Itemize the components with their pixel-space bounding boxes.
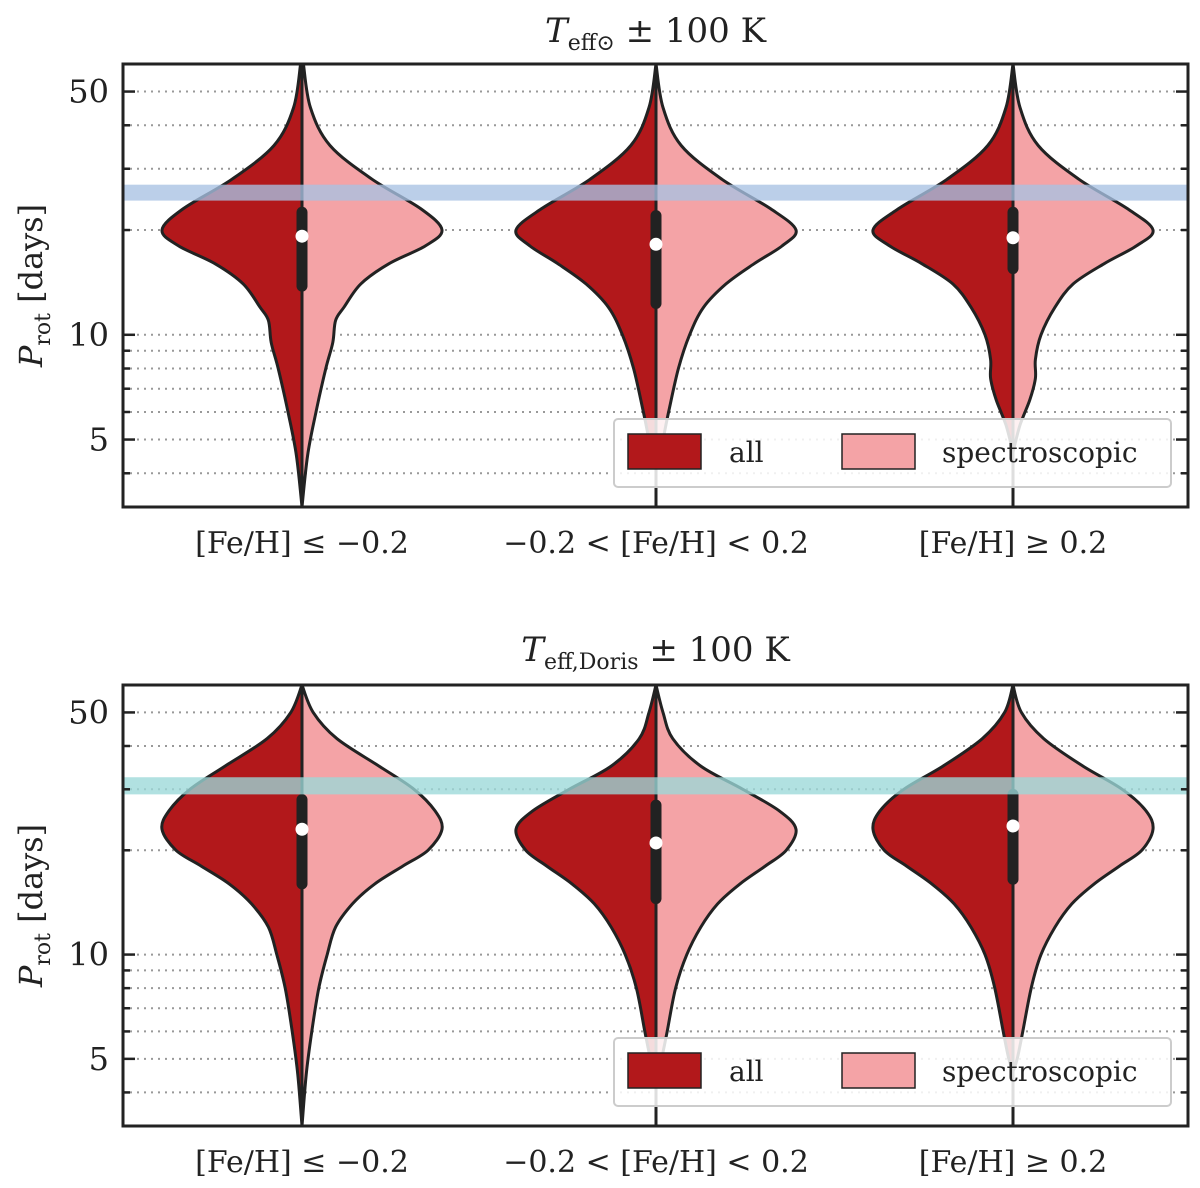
median-point-2: [649, 237, 663, 251]
violin-all-1: [160, 685, 304, 1126]
legend-swatch-all: [627, 433, 702, 470]
legend: all spectroscopic: [613, 418, 1172, 488]
x-axis: [Fe/H] ≤ −0.2 −0.2 < [Fe/H] < 0.2 [Fe/H] ≥…: [195, 1116, 1107, 1180]
violin-spectroscopic-1: [300, 64, 444, 507]
median-point-3: [1006, 819, 1020, 833]
x-category-label: [Fe/H] ≥ 0.2: [919, 526, 1108, 561]
x-category-label: [Fe/H] ≤ −0.2: [195, 526, 409, 561]
y-axis: 5 10 50: [68, 73, 1188, 475]
panel-title: Teff⊙ ± 100 K: [545, 11, 767, 56]
median-point-3: [1006, 231, 1020, 245]
legend-label-spectroscopic: spectroscopic: [942, 1055, 1138, 1088]
y-tick-label: 50: [68, 693, 109, 731]
reference-band: [123, 777, 1188, 795]
y-tick-label: 5: [89, 1040, 109, 1078]
median-point-1: [295, 229, 309, 243]
y-axis: 5 10 50: [68, 693, 1188, 1094]
legend-label-spectroscopic: spectroscopic: [942, 436, 1138, 469]
violin-spectroscopic-3: [1011, 64, 1155, 454]
y-axis-label: Prot [days]: [12, 204, 56, 368]
legend-swatch-spectroscopic: [841, 433, 916, 470]
legend-label-all: all: [729, 1055, 764, 1088]
panel-2: all spectroscopic 5 10 50 [Fe/H] ≤ −0.2 −0.2 <…: [12, 630, 1190, 1180]
violin-all-3: [871, 64, 1015, 454]
y-tick-label: 10: [68, 936, 109, 974]
violin-all-1: [160, 64, 304, 507]
x-category-label: [Fe/H] ≥ 0.2: [919, 1145, 1108, 1180]
legend-swatch-all: [627, 1052, 702, 1089]
y-axis-label: Prot [days]: [12, 824, 56, 988]
violin-all-2: [514, 685, 658, 1126]
y-tick-label: 10: [68, 316, 109, 354]
legend: all spectroscopic: [613, 1037, 1172, 1107]
y-tick-label: 50: [68, 73, 109, 111]
median-point-2: [649, 836, 663, 850]
panel-title: Teff,Doris ± 100 K: [521, 630, 790, 675]
violin-spectroscopic-1: [300, 685, 444, 1126]
y-tick-label: 5: [89, 421, 109, 459]
violin-all-3: [871, 685, 1015, 1073]
x-category-label: [Fe/H] ≤ −0.2: [195, 1145, 409, 1180]
x-category-label: −0.2 < [Fe/H] < 0.2: [503, 526, 809, 561]
legend-label-all: all: [729, 436, 764, 469]
x-axis: [Fe/H] ≤ −0.2 −0.2 < [Fe/H] < 0.2 [Fe/H] ≥…: [195, 497, 1107, 561]
median-point-1: [295, 822, 309, 836]
violin-spectroscopic-3: [1011, 685, 1155, 1073]
legend-swatch-spectroscopic: [841, 1052, 916, 1089]
reference-band: [123, 184, 1188, 201]
x-category-label: −0.2 < [Fe/H] < 0.2: [503, 1145, 809, 1180]
panel-1: all spectroscopic 5 10 50 [Fe/H] ≤ −0.2 −0.2 <…: [12, 11, 1190, 561]
